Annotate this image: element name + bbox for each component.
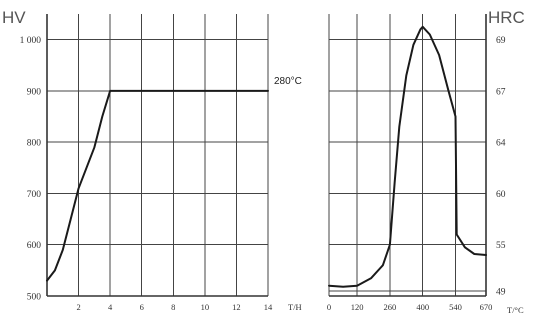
hrc-y-tick-label: 49 [496,287,506,297]
hv-y-tick-label: 900 [27,87,42,97]
hrc-temperature-curve [328,25,487,288]
hv-time-curve [46,89,269,282]
hrc-y-tick-label: 55 [496,241,506,251]
time-axis-label: T/H [288,302,302,312]
hrc-y-tick-label: 69 [496,36,506,46]
hrc-axis-label: HRC [488,8,525,27]
hv-y-tick-label: 700 [27,190,42,200]
temperature-x-tick-labels: 0 120 260 400 540 670 [327,302,493,312]
time-x-tick-label: 8 [171,302,175,312]
hv-y-tick-label: 600 [27,241,42,251]
hrc-y-tick-label: 60 [496,190,506,200]
time-x-tick-label: 10 [201,302,210,312]
hv-y-tick-label: 800 [27,139,42,149]
hrc-temperature-panel: 49 55 60 64 67 69 0 120 260 400 540 670 HRC T/°C [327,8,525,315]
time-x-tick-labels: 2 4 6 8 10 12 14 [76,302,273,312]
hrc-grid [328,14,487,296]
temperature-annotation: 280°C [274,76,302,87]
time-x-tick-label: 4 [108,302,113,312]
time-x-tick-label: 6 [140,302,144,312]
hv-y-tick-label: 1 000 [20,36,42,46]
time-x-tick-label: 2 [76,302,80,312]
hv-y-tick-label: 500 [27,293,42,303]
temperature-x-tick-label: 670 [480,302,493,312]
temperature-axis-label: T/°C [507,305,524,315]
temperature-x-tick-label: 120 [351,302,364,312]
temperature-x-tick-label: 400 [416,302,429,312]
time-x-tick-label: 12 [232,302,241,312]
temperature-x-tick-label: 0 [327,302,331,312]
temperature-x-tick-label: 260 [384,302,397,312]
temperature-x-tick-label: 540 [449,302,462,312]
hv-time-panel: 500 600 700 800 900 1 000 2 4 6 8 10 12 14 HV T/H 2… [2,8,302,312]
hv-grid [47,14,269,297]
hrc-y-tick-labels: 49 55 60 64 67 69 [496,36,506,297]
hrc-y-tick-label: 67 [496,87,506,97]
hv-axis-label: HV [2,8,26,27]
time-x-tick-label: 14 [264,302,273,312]
hrc-y-tick-label: 64 [496,139,506,149]
hv-y-tick-labels: 500 600 700 800 900 1 000 [20,36,42,302]
